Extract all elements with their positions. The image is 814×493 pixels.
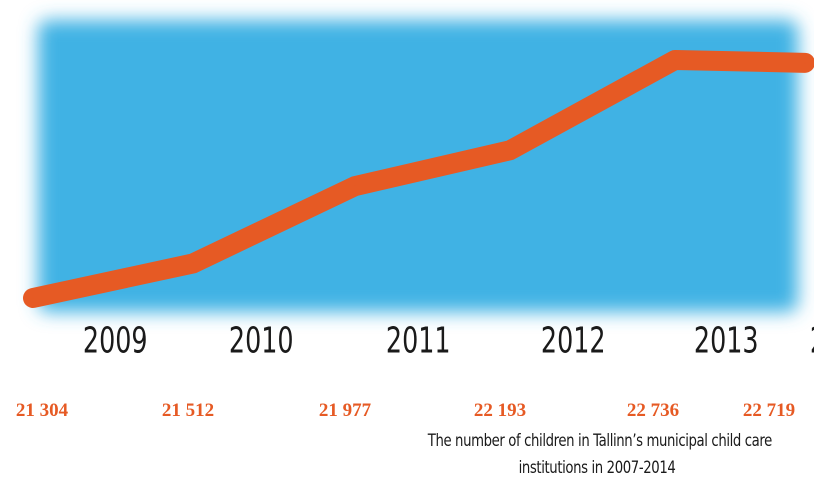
data-point-2013 xyxy=(674,59,676,61)
data-point-2009 xyxy=(32,297,34,299)
value-labels: 21 304 21 512 21 977 22 193 22 736 22 719 xyxy=(16,400,795,421)
year-label-2009: 2009 xyxy=(83,321,148,362)
data-point-2014 xyxy=(804,61,806,64)
series-layer xyxy=(23,50,814,308)
value-label-2011: 21 977 xyxy=(319,400,372,421)
value-label-2010: 21 512 xyxy=(162,400,214,421)
series-line xyxy=(23,50,814,308)
chart-caption: The number of children in Tallinn’s muni… xyxy=(427,428,773,482)
year-labels: 2009 2010 2011 2012 2013 2014 xyxy=(83,321,814,362)
value-label-2012: 22 193 xyxy=(474,400,526,421)
year-label-2014: 2014 xyxy=(810,321,814,362)
year-label-2013: 2013 xyxy=(694,321,759,362)
year-label-2012: 2012 xyxy=(541,321,606,362)
value-label-2013: 22 736 xyxy=(627,400,679,421)
value-label-2009: 21 304 xyxy=(16,400,69,421)
data-point-2010 xyxy=(192,262,194,265)
data-point-2011 xyxy=(354,185,356,188)
year-label-2011: 2011 xyxy=(386,321,451,362)
caption-line-2: institutions in 2007-2014 xyxy=(518,458,676,478)
year-label-2010: 2010 xyxy=(229,321,294,362)
value-label-2014: 22 719 xyxy=(743,400,795,421)
data-point-2012 xyxy=(509,149,511,152)
caption-line-1: The number of children in Tallinn’s muni… xyxy=(427,431,773,451)
